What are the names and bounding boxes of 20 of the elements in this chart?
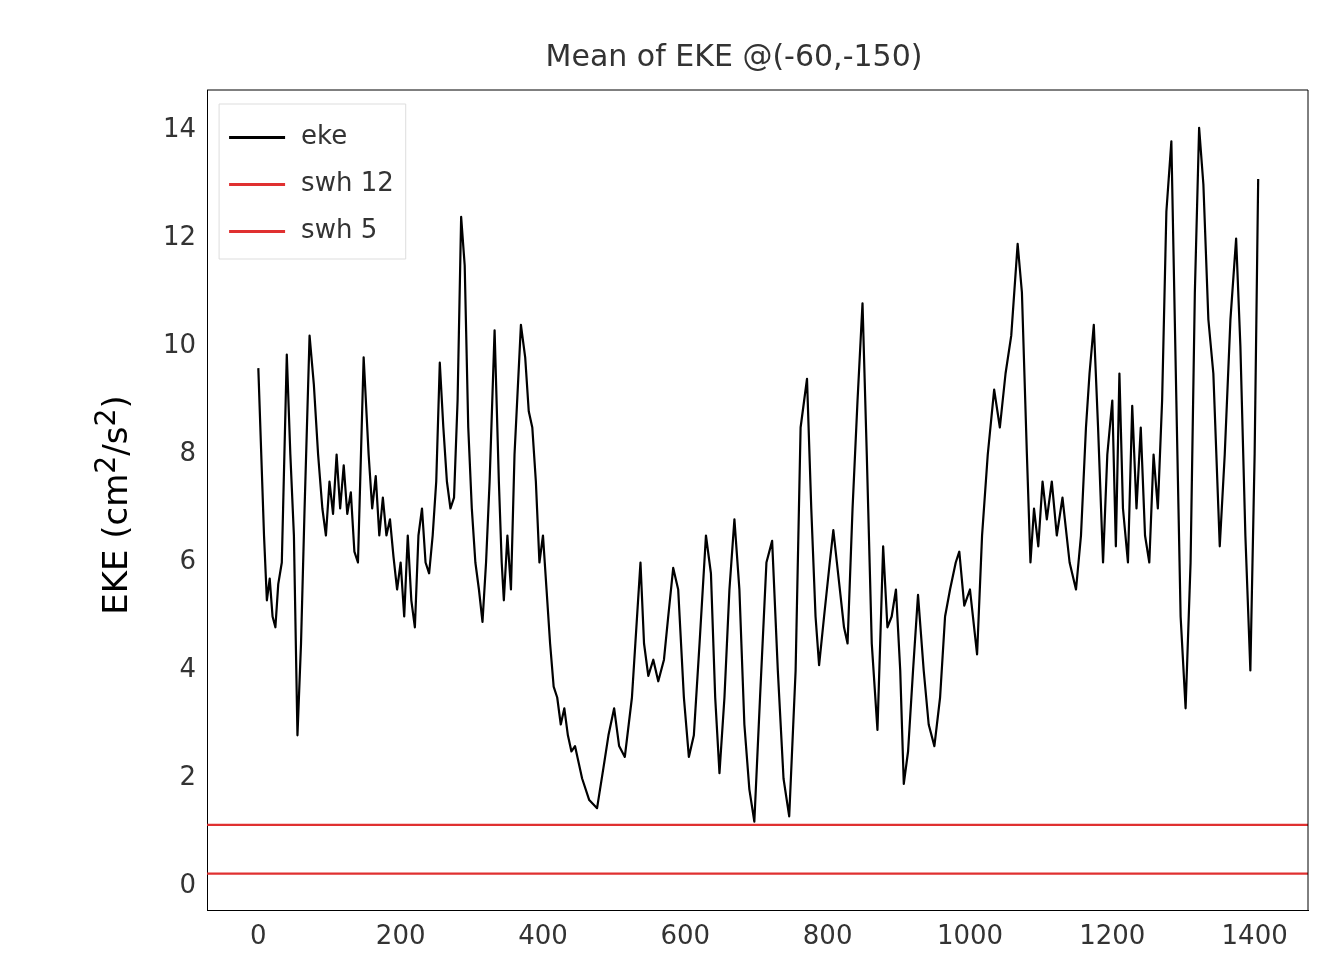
y-tick-label: 10 [162,329,197,360]
x-tick-label: 1000 [936,920,1004,951]
x-tick-label: 0 [250,920,267,951]
legend-label: swh 12 [301,167,394,198]
y-tick-label: 2 [179,761,197,792]
y-tick-label: 4 [179,653,197,684]
x-tick-label: 1200 [1079,920,1146,951]
x-tick-label: 1400 [1221,920,1288,951]
y-tick-label: 0 [179,869,197,900]
legend-label: swh 5 [301,214,378,245]
x-tick-label: 200 [375,920,426,951]
x-tick-label: 800 [802,920,853,951]
y-tick-label: 8 [179,437,197,468]
y-tick-label: 14 [162,113,197,144]
x-tick-label: 600 [660,920,711,951]
legend-label: eke [301,120,348,151]
x-tick-label: 400 [518,920,568,951]
y-tick-label: 12 [162,221,197,252]
y-tick-label: 6 [179,545,197,576]
chart-title: Mean of EKE @(-60,-150) [545,37,923,73]
